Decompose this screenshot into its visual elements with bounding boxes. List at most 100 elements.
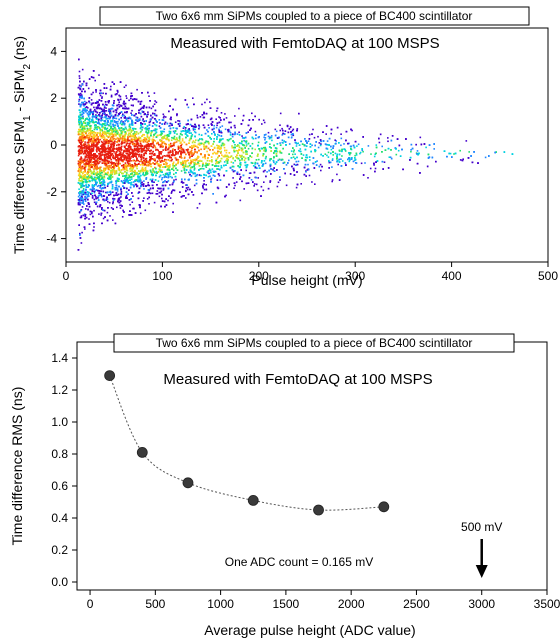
heat-cell [168,171,170,174]
heat-cell [90,127,92,129]
heat-cell [101,137,103,139]
heat-cell [205,140,207,142]
heat-cell [208,162,210,165]
heat-cell [266,171,268,173]
heat-cell [208,168,211,170]
heat-cell [318,142,321,144]
heat-cell [154,140,157,142]
heat-cell [128,174,130,176]
heat-cell [351,129,353,132]
heat-cell [153,201,156,204]
heat-cell [110,207,113,209]
heat-cell [162,173,165,176]
heat-cell [263,136,265,139]
heat-cell [152,181,154,183]
heat-cell [179,147,181,150]
heat-cell [93,171,95,173]
heat-cell [151,181,153,183]
heat-cell [103,108,105,110]
heat-cell [123,167,126,170]
heat-cell [173,179,175,181]
heat-cell [101,144,103,146]
heat-cell [373,164,375,166]
heat-cell [204,101,206,104]
heat-cell [188,162,190,164]
heat-cell [124,116,126,118]
heat-cell [203,188,206,191]
heat-cell [115,138,117,140]
heat-cell [227,156,230,159]
heat-cell [83,213,86,215]
heat-cell [226,139,229,141]
heat-cell [82,133,85,136]
heat-cell [317,135,319,138]
heat-cell [196,173,198,176]
heat-cell [192,129,195,131]
heat-cell [216,124,218,127]
heat-cell [116,190,119,192]
heat-cell [132,175,135,177]
heat-cell [142,171,145,174]
heat-cell [197,146,199,149]
heat-cell [133,154,136,156]
heat-cell [222,138,224,140]
heat-cell [123,103,125,106]
heat-cell [94,184,96,186]
heat-cell [433,148,435,150]
heat-cell [103,105,106,107]
heat-cell [77,195,80,198]
heat-cell [206,150,208,153]
heat-cell [226,154,228,157]
heat-cell [101,97,103,99]
heat-cell [449,152,452,155]
heat-cell [201,167,203,170]
heat-cell [253,183,256,185]
heat-cell [101,176,104,178]
heat-cell [106,123,109,126]
heat-cell [453,153,455,155]
heat-cell [114,124,117,126]
heat-cell [172,164,174,167]
heat-cell [84,213,87,216]
heat-cell [228,138,231,141]
heat-cell [263,181,265,183]
heat-cell [320,169,322,172]
heat-cell [87,107,89,109]
heat-cell [95,135,97,137]
heat-cell [140,147,143,149]
heat-cell [239,163,241,165]
heat-cell [218,116,220,118]
heat-cell [162,166,165,168]
heat-cell [202,187,205,189]
heat-cell [302,154,305,156]
heat-cell [130,104,133,107]
heat-cell [138,119,141,121]
heat-cell [113,124,116,127]
heat-cell [158,153,161,156]
heat-cell [103,141,105,143]
heat-cell [220,152,222,154]
heat-cell [202,168,205,170]
heat-cell [291,129,294,132]
heat-cell [224,128,227,131]
heat-cell [147,111,149,113]
heat-cell [85,159,87,162]
heat-cell [217,165,220,167]
heat-cell [165,145,167,148]
heat-cell [280,152,283,154]
heat-cell [124,178,126,180]
heat-cell [148,95,150,97]
heat-cell [119,158,121,161]
heat-cell [137,192,139,194]
heat-cell [416,150,419,152]
heat-cell [92,138,94,140]
heat-cell [344,150,347,152]
heat-cell [105,156,107,159]
heat-cell [84,228,86,230]
heat-cell [89,121,91,123]
heat-cell [334,139,336,141]
heat-cell [115,162,118,164]
heat-cell [141,119,144,122]
heat-cell [192,154,195,156]
heat-cell [262,119,265,122]
